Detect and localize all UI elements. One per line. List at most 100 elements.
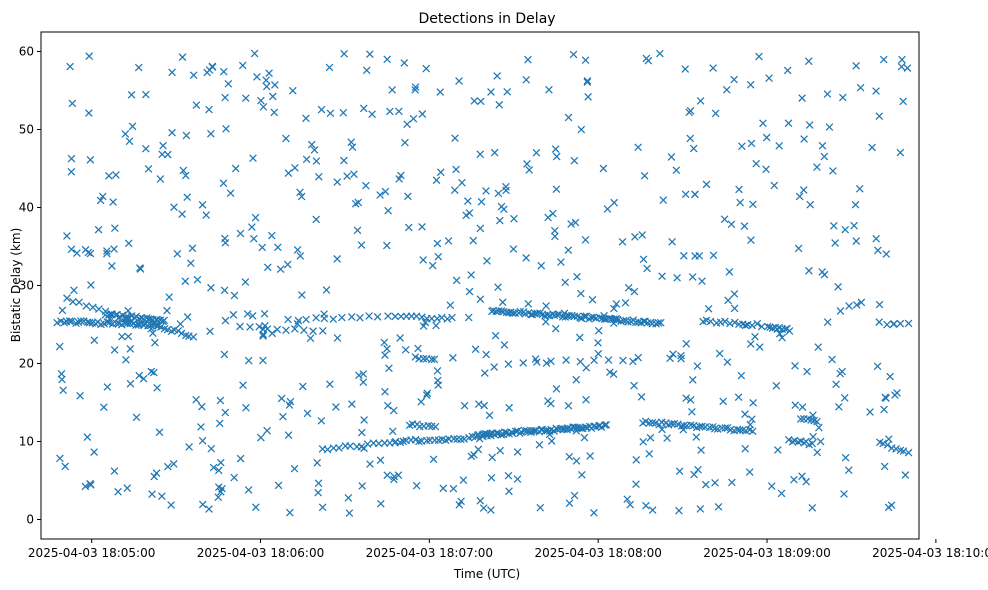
- detection-marker: [103, 247, 111, 255]
- detection-marker: [99, 403, 108, 412]
- detection-marker: [709, 64, 717, 72]
- detection-marker: [345, 509, 354, 517]
- detection-marker: [884, 435, 893, 443]
- detection-marker: [359, 378, 368, 387]
- detection-marker: [503, 87, 512, 96]
- detection-marker: [159, 141, 167, 150]
- detection-marker: [855, 184, 864, 193]
- detection-marker: [695, 251, 704, 260]
- detection-marker: [418, 313, 426, 321]
- detection-marker: [799, 186, 808, 194]
- detection-marker: [123, 484, 132, 492]
- detection-marker: [86, 156, 95, 164]
- detection-marker: [263, 263, 272, 272]
- detection-marker: [422, 436, 431, 445]
- detection-marker: [576, 289, 585, 298]
- detection-marker: [552, 385, 561, 393]
- detection-marker: [401, 138, 409, 147]
- detection-marker: [816, 437, 825, 446]
- detection-marker: [221, 408, 230, 417]
- detection-marker: [452, 165, 460, 174]
- detection-marker: [759, 119, 767, 128]
- detection-marker: [571, 218, 580, 227]
- detection-marker: [658, 272, 666, 281]
- detection-marker: [429, 455, 438, 464]
- detection-marker: [640, 171, 649, 180]
- detection-marker: [747, 415, 756, 424]
- detection-marker: [356, 313, 364, 322]
- detection-marker: [757, 322, 766, 331]
- detection-marker: [463, 197, 472, 205]
- detection-marker: [487, 88, 495, 96]
- detection-marker: [259, 356, 267, 365]
- detection-marker: [487, 473, 496, 482]
- detection-marker: [422, 64, 431, 73]
- detection-marker: [220, 286, 229, 295]
- detection-marker: [884, 503, 893, 512]
- detection-marker: [383, 401, 392, 410]
- y-tick-label: 10: [19, 435, 34, 449]
- detection-marker: [698, 277, 706, 286]
- detection-marker: [795, 192, 804, 201]
- detection-marker: [677, 354, 685, 363]
- detection-marker: [231, 164, 240, 173]
- detection-marker: [366, 460, 374, 468]
- detection-marker: [850, 221, 858, 230]
- detection-marker: [875, 300, 884, 309]
- detection-marker: [560, 309, 569, 318]
- detection-marker: [411, 85, 420, 94]
- detection-marker: [747, 236, 755, 244]
- detection-marker: [542, 359, 551, 367]
- detection-marker: [612, 300, 621, 308]
- detection-marker: [541, 317, 550, 326]
- y-axis: 0 10 20 30 40 50 60: [19, 45, 41, 527]
- detection-marker: [765, 74, 773, 82]
- detection-marker: [735, 426, 744, 434]
- detection-marker: [59, 386, 68, 395]
- detection-marker: [903, 64, 912, 72]
- detection-marker: [81, 482, 90, 491]
- detection-marker: [395, 107, 403, 116]
- detection-marker: [198, 402, 206, 411]
- detection-marker: [656, 318, 665, 327]
- detection-marker: [326, 109, 335, 118]
- detection-marker: [751, 332, 759, 341]
- detection-marker: [791, 401, 800, 409]
- detection-marker: [836, 307, 845, 315]
- detection-marker: [516, 307, 525, 316]
- detection-marker: [504, 471, 513, 480]
- y-tick-label: 60: [19, 45, 34, 59]
- detection-marker: [243, 310, 252, 318]
- detection-marker: [901, 471, 910, 479]
- detection-marker: [496, 446, 505, 455]
- detection-marker: [347, 138, 356, 147]
- detection-marker: [578, 470, 586, 479]
- detection-marker: [872, 234, 881, 243]
- detection-marker: [809, 411, 817, 420]
- detection-marker: [685, 108, 694, 117]
- detection-marker: [55, 342, 64, 351]
- detection-marker: [325, 63, 334, 72]
- detection-marker: [785, 327, 794, 335]
- detection-marker: [267, 231, 276, 240]
- detection-marker: [565, 499, 574, 508]
- detection-marker: [207, 129, 215, 138]
- detection-marker: [325, 380, 334, 389]
- detection-marker: [693, 362, 702, 370]
- detection-marker: [260, 309, 269, 318]
- detection-marker: [525, 166, 534, 174]
- detection-marker: [741, 410, 749, 418]
- detection-marker: [492, 429, 501, 437]
- detection-marker: [215, 419, 224, 428]
- detection-marker: [346, 442, 354, 450]
- detection-marker: [609, 370, 618, 378]
- detection-marker: [300, 326, 308, 335]
- x-tick-label: 2025-04-03 18:06:00: [197, 546, 324, 560]
- detection-marker: [153, 383, 161, 392]
- detection-marker: [335, 444, 343, 452]
- detection-marker: [383, 344, 391, 353]
- detection-marker: [168, 128, 176, 137]
- detection-marker: [85, 109, 93, 117]
- detection-marker: [488, 453, 497, 462]
